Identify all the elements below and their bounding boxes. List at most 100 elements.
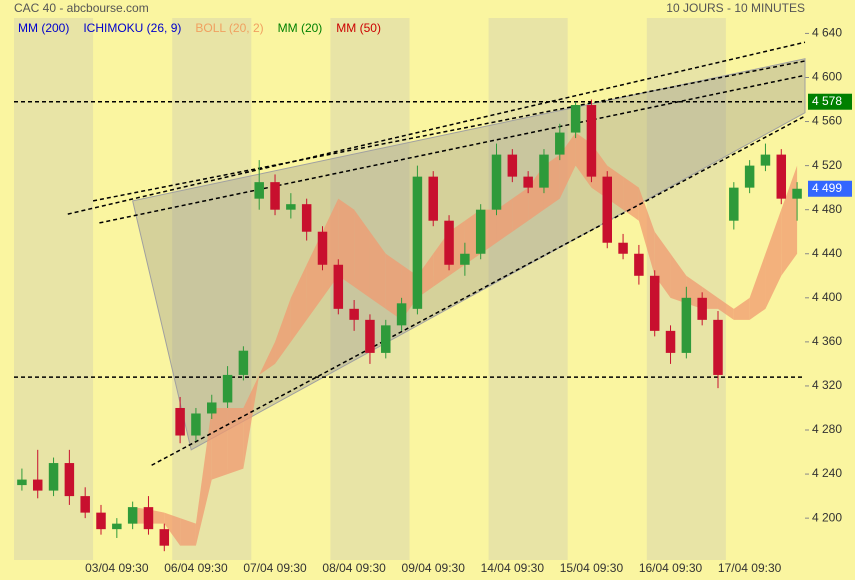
y-tick-label: 4 560 — [812, 114, 842, 128]
y-tick-label: 4 440 — [812, 246, 842, 260]
candle-body — [681, 297, 692, 353]
price-marker-label: 4 499 — [812, 181, 842, 195]
candle-body — [570, 105, 581, 133]
candle-body — [64, 463, 75, 497]
y-tick-label: 4 640 — [812, 26, 842, 40]
candle-body — [412, 176, 423, 309]
x-tick-label: 16/04 09:30 — [639, 561, 703, 575]
cloud-segment — [275, 297, 291, 364]
trend-line — [151, 115, 806, 466]
cloud-segment — [195, 407, 212, 546]
y-tick-label: 4 520 — [812, 158, 842, 172]
candle-body — [365, 319, 375, 353]
candle-body — [112, 523, 122, 530]
candle-body — [760, 154, 771, 166]
y-tick-label: 4 320 — [812, 378, 842, 392]
cloud-segment — [354, 209, 370, 298]
legend-entry: MM (50) — [336, 21, 381, 35]
trend-line — [92, 60, 806, 202]
candle-body — [713, 319, 723, 375]
candle-body — [270, 182, 280, 210]
candle-body — [602, 176, 612, 243]
x-tick-label: 07/04 09:30 — [243, 561, 307, 575]
cloud-segment — [369, 231, 386, 309]
candle-body — [317, 231, 328, 265]
legend-entry: MM (200) — [18, 21, 69, 35]
price-marker — [808, 180, 852, 197]
chart-subtitle: 10 JOURS - 10 MINUTES — [666, 1, 805, 15]
candle-body — [333, 264, 344, 309]
candle-body — [32, 479, 43, 491]
cloud-segment — [638, 187, 655, 276]
y-tick-label: 4 280 — [812, 422, 842, 436]
candle-body — [254, 182, 264, 199]
candle-body — [634, 253, 644, 276]
candle-body — [381, 325, 391, 353]
y-tick-label: 4 200 — [812, 510, 842, 524]
cloud-segment — [717, 297, 734, 320]
cloud-segment — [211, 407, 228, 480]
candle-body — [523, 176, 533, 188]
price-marker-label: 4 578 — [812, 94, 842, 108]
x-tick-label: 14/04 09:30 — [481, 561, 545, 575]
cloud-segment — [227, 407, 244, 475]
chart-title: CAC 40 - abcbourse.com — [14, 1, 149, 15]
candle-body — [80, 496, 90, 513]
candle-body — [507, 154, 518, 177]
candle-body — [48, 463, 59, 491]
candle-body — [428, 176, 438, 221]
candle-body — [143, 507, 154, 530]
cloud-segment — [180, 518, 196, 546]
candle-body — [17, 479, 27, 486]
x-tick-label: 15/04 09:30 — [560, 561, 624, 575]
legend-entry: MM (20) — [278, 21, 323, 35]
y-tick-label: 4 600 — [812, 70, 842, 84]
trend-line — [99, 74, 806, 224]
candle-body — [175, 407, 185, 436]
candle-body — [460, 253, 470, 265]
candle-body — [207, 402, 217, 414]
candle-body — [729, 187, 739, 221]
candle-body — [127, 507, 138, 524]
cloud-segment — [290, 264, 307, 342]
candle-body — [238, 350, 249, 375]
y-tick-label: 4 480 — [812, 202, 842, 216]
y-tick-label: 4 400 — [812, 290, 842, 304]
candle-body — [792, 188, 802, 199]
candle-body — [444, 220, 454, 265]
cloud-segment — [670, 253, 687, 304]
cloud-segment — [623, 176, 639, 221]
candle-body — [586, 105, 597, 177]
legend-entry: ICHIMOKU (26, 9) — [83, 21, 181, 35]
cloud-segment — [749, 253, 766, 320]
y-tick-label: 4 240 — [812, 466, 842, 480]
cloud-segment — [512, 187, 529, 232]
candle-body — [649, 275, 660, 331]
price-marker — [808, 93, 852, 110]
x-tick-label: 03/04 09:30 — [85, 561, 149, 575]
cloud-segment — [259, 341, 276, 375]
candle-body — [618, 242, 628, 254]
x-tick-label: 17/04 09:30 — [718, 561, 782, 575]
candle-body — [222, 374, 233, 403]
x-tick-label: 08/04 09:30 — [322, 561, 386, 575]
legend-entry: BOLL (20, 2) — [195, 21, 263, 35]
day-band — [488, 18, 568, 560]
x-tick-label: 09/04 09:30 — [402, 561, 466, 575]
x-tick-label: 06/04 09:30 — [164, 561, 228, 575]
y-tick-label: 4 360 — [812, 334, 842, 348]
candle-body — [539, 154, 549, 188]
candle-body — [349, 308, 359, 320]
candle-body — [191, 413, 201, 436]
cloud-segment — [164, 512, 181, 546]
candle-body — [96, 512, 106, 530]
candle-body — [286, 204, 296, 210]
trend-line — [67, 41, 806, 215]
candle-body — [665, 330, 676, 353]
candle-body — [396, 303, 407, 326]
candle-body — [491, 154, 502, 210]
candle-body — [159, 529, 170, 546]
cloud-segment — [243, 374, 260, 469]
candle-body — [301, 204, 312, 232]
